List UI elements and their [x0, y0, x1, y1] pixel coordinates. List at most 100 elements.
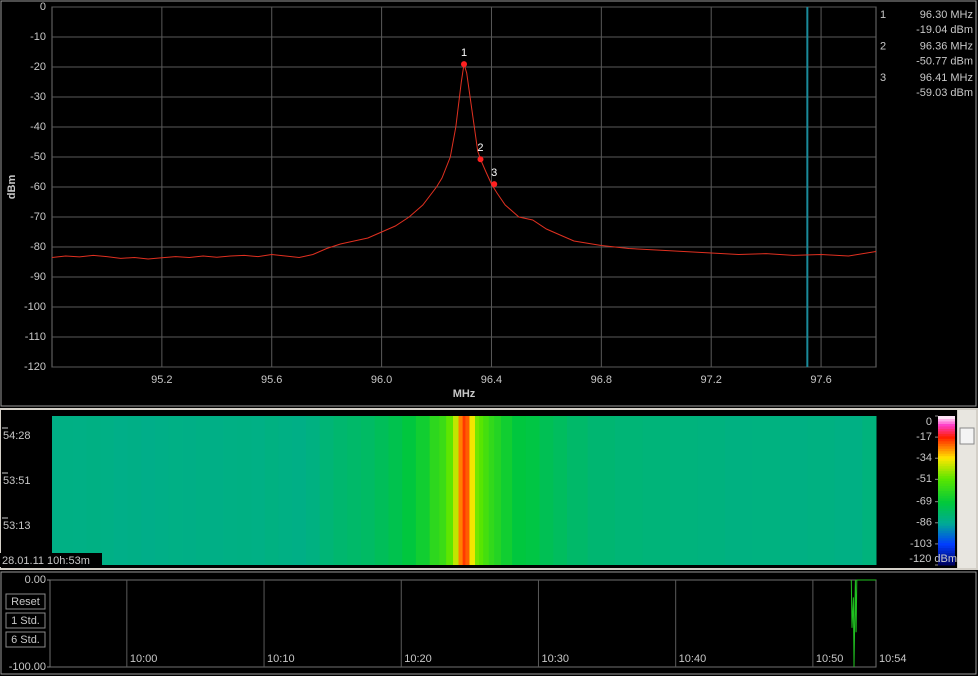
colorbar-label: -17 — [916, 431, 932, 443]
waterfall-cell — [779, 416, 808, 565]
readout-index: 1 — [880, 9, 886, 21]
waterfall-cell — [72, 416, 87, 565]
colorbar-label: -103 — [910, 538, 932, 550]
y-tick-label: -110 — [25, 331, 46, 343]
waterfall-cell — [209, 416, 225, 565]
trace — [51, 63, 877, 260]
y-tick-label: -120 — [24, 361, 46, 373]
colorbar-swatch — [938, 428, 955, 432]
y-tick-label: -80 — [30, 241, 46, 253]
timestamp: 28.01.11 10h:53m — [2, 555, 90, 567]
waterfall-cell — [196, 416, 211, 565]
scroll-thumb[interactable] — [959, 427, 975, 445]
waterfall-cell — [752, 416, 781, 565]
colorbar-swatch — [938, 430, 955, 434]
colorbar-swatch — [938, 557, 955, 561]
time-label: 53:13 — [3, 520, 31, 532]
colorbar-swatch — [938, 562, 955, 566]
colorbar-swatch — [938, 455, 955, 459]
colorbar-swatch — [938, 515, 955, 519]
colorbar-swatch — [938, 453, 955, 457]
readout-level: -59.03 dBm — [916, 87, 973, 99]
waterfall-cell — [587, 416, 616, 565]
control-button[interactable] — [5, 631, 46, 648]
waterfall-cell — [462, 416, 466, 565]
waterfall-cell — [361, 416, 376, 565]
waterfall-cell — [141, 416, 156, 565]
waterfall-cell — [374, 416, 389, 565]
waterfall-cell — [615, 416, 644, 565]
colorbar-swatch — [938, 510, 955, 514]
waterfall-cell — [539, 416, 554, 565]
colorbar-label: -86 — [916, 517, 932, 529]
waterfall-cell — [501, 416, 513, 565]
colorbar-swatch — [938, 555, 955, 559]
x-tick-label: 10:20 — [404, 653, 432, 665]
colorbar-swatch — [938, 475, 955, 479]
waterfall-cell — [168, 416, 183, 565]
colorbar-swatch — [938, 525, 955, 529]
control-button[interactable] — [5, 612, 46, 629]
waterfall-cell — [697, 416, 726, 565]
colorbar-swatch — [938, 450, 955, 454]
waterfall-cell — [429, 416, 440, 565]
colorbar-swatch — [938, 497, 955, 501]
x-tick-label: 95.6 — [261, 374, 282, 386]
marker — [491, 181, 498, 188]
colorbar-swatch — [938, 517, 955, 521]
x-tick-label: 10:40 — [679, 653, 707, 665]
waterfall-cell — [807, 416, 836, 565]
y-tick-label: -20 — [30, 61, 46, 73]
control-label[interactable]: 6 Std. — [11, 634, 40, 646]
colorbar-swatch — [938, 537, 955, 541]
x-tick-label: 97.2 — [700, 374, 721, 386]
x-tick-label: 95.2 — [151, 374, 172, 386]
waterfall-cell — [155, 416, 170, 565]
waterfall-cell — [292, 416, 307, 565]
colorbar-label: -69 — [916, 496, 932, 508]
colorbar-swatch — [938, 527, 955, 531]
y-tick-label: -100.00 — [9, 661, 46, 673]
waterfall-cell — [319, 416, 335, 565]
trace — [850, 579, 876, 668]
colorbar-swatch — [938, 532, 955, 536]
waterfall-cell — [567, 416, 589, 565]
colorbar-swatch — [938, 458, 955, 462]
strip-panel — [0, 571, 977, 675]
colorbar-swatch — [938, 435, 955, 439]
waterfall-cell — [58, 416, 74, 565]
colorbar-swatch — [938, 502, 955, 506]
waterfall-cell — [446, 416, 454, 565]
waterfall-cell — [453, 416, 460, 565]
scrollbar[interactable] — [958, 410, 976, 568]
y-tick-label: 0.00 — [25, 574, 46, 586]
colorbar-swatch — [938, 433, 955, 437]
colorbar-swatch — [938, 507, 955, 511]
colorbar-swatch — [938, 420, 955, 424]
time-label: 53:51 — [3, 475, 31, 487]
waterfall-cell — [113, 416, 129, 565]
waterfall-cell — [264, 416, 280, 565]
x-tick-label: 10:50 — [816, 653, 844, 665]
colorbar-swatch — [938, 530, 955, 534]
waterfall-cell — [52, 416, 60, 565]
waterfall-cell — [465, 416, 470, 565]
colorbar-swatch — [938, 465, 955, 469]
control-label[interactable]: 1 Std. — [11, 615, 40, 627]
readout-level: -50.77 dBm — [916, 55, 973, 67]
waterfall-cell — [488, 416, 495, 565]
marker — [477, 156, 484, 163]
colorbar-swatch — [938, 542, 955, 546]
waterfall-cell — [237, 416, 252, 565]
waterfall-cell — [525, 416, 541, 565]
waterfall-cell — [347, 416, 362, 565]
colorbar-swatch — [938, 483, 955, 487]
waterfall-cell — [724, 416, 753, 565]
colorbar-swatch — [938, 512, 955, 516]
colorbar-swatch — [938, 418, 955, 422]
colorbar-swatch — [938, 443, 955, 447]
control-label[interactable]: Reset — [11, 596, 40, 608]
control-button[interactable] — [5, 593, 46, 610]
